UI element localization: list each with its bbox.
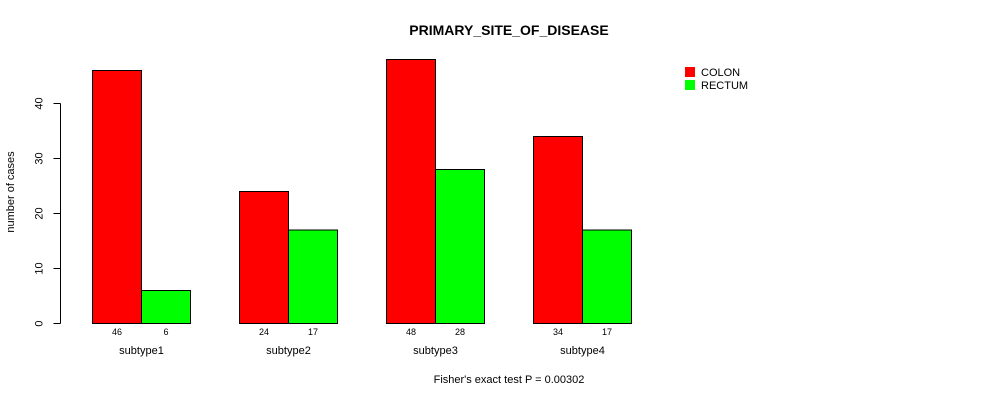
bar-rectum-subtype1 — [142, 291, 191, 324]
bar-value-label: 46 — [112, 327, 122, 337]
bar-value-label: 34 — [553, 327, 563, 337]
chart-title: PRIMARY_SITE_OF_DISEASE — [409, 22, 608, 38]
category-label: subtype4 — [560, 345, 605, 357]
legend-label-rectum: RECTUM — [701, 80, 748, 92]
bar-rectum-subtype2 — [289, 230, 338, 324]
bar-group-subtype2: 24 17 subtype2 — [240, 192, 338, 358]
legend-swatch-rectum — [685, 80, 695, 90]
bar-colon-subtype1 — [93, 71, 142, 324]
bar-colon-subtype2 — [240, 192, 289, 324]
legend-label-colon: COLON — [701, 67, 740, 79]
y-tick-label: 10 — [34, 262, 46, 274]
y-tick-label: 20 — [34, 207, 46, 219]
bar-group-subtype3: 48 28 subtype3 — [387, 60, 485, 358]
bar-chart: PRIMARY_SITE_OF_DISEASE 0 10 20 30 40 number… — [0, 0, 990, 400]
y-tick-label: 40 — [34, 97, 46, 109]
bar-value-label: 28 — [455, 327, 465, 337]
bar-group-subtype4: 34 17 subtype4 — [534, 137, 632, 358]
bar-colon-subtype4 — [534, 137, 583, 324]
category-label: subtype1 — [119, 345, 164, 357]
legend-swatch-colon — [685, 67, 695, 77]
bar-value-label: 6 — [163, 327, 168, 337]
bars: 46 6 subtype1 24 17 subtype2 48 28 subtype3 34 17 s… — [93, 60, 632, 358]
bar-value-label: 17 — [602, 327, 612, 337]
bar-value-label: 48 — [406, 327, 416, 337]
y-tick-label: 0 — [34, 320, 46, 326]
bar-rectum-subtype3 — [436, 170, 485, 324]
y-axis-label: number of cases — [5, 151, 17, 233]
category-label: subtype3 — [413, 345, 458, 357]
bar-colon-subtype3 — [387, 60, 436, 324]
bar-value-label: 24 — [259, 327, 269, 337]
category-label: subtype2 — [266, 345, 311, 357]
y-tick-label: 30 — [34, 152, 46, 164]
y-axis: 0 10 20 30 40 — [34, 97, 61, 326]
bar-rectum-subtype4 — [583, 230, 632, 324]
fisher-test-note: Fisher's exact test P = 0.00302 — [434, 374, 585, 386]
bar-group-subtype1: 46 6 subtype1 — [93, 71, 191, 358]
bar-value-label: 17 — [308, 327, 318, 337]
